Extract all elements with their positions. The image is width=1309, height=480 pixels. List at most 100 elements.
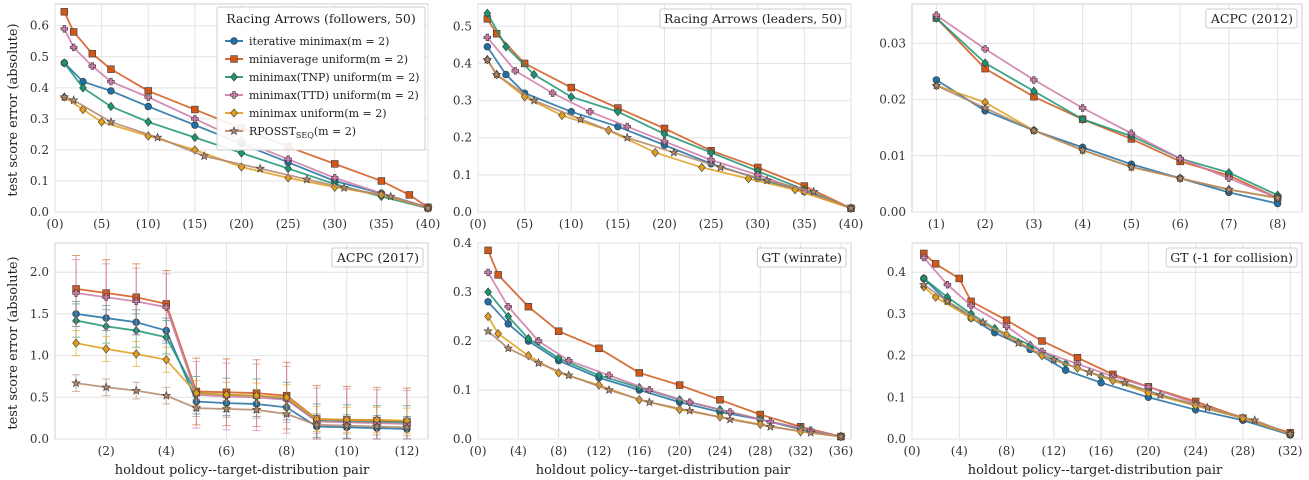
- data-point-rposst: [644, 397, 655, 407]
- x-tick-label: (5): [93, 217, 110, 231]
- data-point-rposst: [919, 279, 929, 289]
- x-tick-label: (20): [229, 217, 254, 231]
- data-point-rposst: [199, 151, 209, 161]
- series-line-rposst: [486, 59, 852, 210]
- y-tick-label: 0.2: [453, 334, 472, 348]
- panel-title-box: [659, 8, 847, 29]
- panel-5: (0) (4) (8) (12) (16) (20) (24) (28) (32) (36) 0.0…: [453, 236, 853, 458]
- data-point-rposst: [71, 378, 81, 388]
- panel-title: ACPC (2017): [336, 250, 419, 265]
- data-point-rposst: [942, 296, 953, 306]
- data-point-miniaverage: [520, 59, 529, 68]
- x-tick-label: (24): [1183, 444, 1208, 458]
- y-tick-label: 2.0: [30, 265, 49, 279]
- data-point-rposst: [161, 390, 172, 400]
- data-point-minimax: [282, 392, 291, 402]
- data-point-miniaverage: [494, 271, 502, 279]
- y-tick-label: 0.2: [30, 143, 49, 157]
- data-point-miniaverage: [107, 65, 115, 73]
- legend-label-ttd: minimax(TTD) uniform(m = 2): [249, 89, 419, 102]
- x-tick-label: (35): [369, 217, 394, 231]
- data-point-rposst: [372, 421, 382, 431]
- data-point-rposst: [423, 203, 433, 213]
- data-point-ttd: [511, 67, 520, 75]
- x-tick-label: (25): [276, 217, 301, 231]
- data-point-ttd: [645, 386, 654, 394]
- data-point-ttd: [920, 253, 928, 262]
- y-tick-label: 0.4: [887, 265, 906, 279]
- y-tick-label: 0.1: [453, 383, 472, 397]
- legend-marker-minimax: [230, 108, 238, 118]
- data-point-miniaverage: [931, 260, 940, 268]
- series-line-tnp: [486, 12, 852, 210]
- x-tick-label: (25): [699, 217, 724, 231]
- data-point-ttd: [191, 115, 199, 123]
- x-tick-label: (10): [334, 444, 359, 458]
- x-tick-label: (0): [470, 444, 487, 458]
- data-point-minimax: [494, 328, 502, 339]
- data-point-rposst: [482, 54, 493, 64]
- x-tick-label: (5): [1123, 217, 1140, 231]
- x-tick-label: (28): [748, 444, 773, 458]
- x-tick-label: (0): [470, 217, 487, 231]
- legend-label-iterative: iterative minimax(m = 2): [249, 35, 389, 48]
- legend-marker-miniaverage: [230, 55, 238, 63]
- panel-3: (1) (2) (3) (4) (5) (6) (7) (8) 0.00 0.01 0.02 0.03…: [879, 3, 1303, 231]
- data-point-ttd: [726, 408, 734, 416]
- x-tick-label: (28): [1231, 444, 1256, 458]
- y-tick-label: 0.2: [453, 131, 472, 145]
- data-point-iterative: [502, 70, 510, 79]
- data-point-ttd: [707, 156, 715, 164]
- data-point-tnp: [60, 58, 69, 68]
- data-point-rposst: [622, 132, 632, 142]
- data-point-rposst: [402, 422, 412, 432]
- data-point-miniaverage: [675, 381, 684, 389]
- y-tick-label: 0.4: [453, 236, 472, 250]
- data-point-ttd: [504, 302, 512, 311]
- data-point-miniaverage: [716, 396, 724, 404]
- data-point-tnp: [191, 132, 199, 143]
- data-point-miniaverage: [60, 8, 69, 16]
- legend-box: [216, 6, 426, 151]
- x-tick-label: (2): [98, 444, 115, 458]
- data-point-rposst: [1249, 415, 1260, 425]
- data-point-rposst: [529, 95, 539, 105]
- series-rposst: [482, 54, 856, 213]
- data-point-minimax: [162, 355, 171, 365]
- x-axis-label-3: holdout policy--target-distribution pair: [968, 463, 1223, 478]
- data-point-minimax: [97, 117, 106, 127]
- data-point-tnp: [284, 163, 292, 174]
- series-line-ttd: [935, 14, 1278, 199]
- y-tick-label: 1.0: [30, 349, 49, 363]
- data-point-tnp: [1030, 86, 1038, 96]
- x-tick-label: (20): [667, 444, 692, 458]
- y-tick-label: 0.2: [887, 349, 906, 363]
- data-point-iterative: [107, 87, 115, 95]
- panel-title: GT (-1 for collision): [1170, 250, 1293, 265]
- x-tick-label: (30): [745, 217, 770, 231]
- data-point-ttd: [484, 268, 492, 277]
- data-point-tnp: [524, 333, 533, 344]
- x-tick-label: (0): [47, 217, 64, 231]
- data-point-iterative: [484, 298, 492, 306]
- legend-label-minimax: minimax uniform(m = 2): [249, 107, 387, 120]
- data-point-rposst: [1084, 367, 1095, 377]
- data-point-iterative: [483, 43, 492, 51]
- y-tick-label: 0.5: [453, 19, 472, 33]
- y-tick-label: 0.3: [30, 112, 49, 126]
- panel-4: (2) (4) (6) (8) (10) (12) 0.0 0.5 1.0 1.5 2.0 ACPC …: [30, 242, 429, 458]
- data-point-rposst: [385, 191, 396, 201]
- series-rposst: [59, 92, 433, 213]
- panel-title-box: [1165, 247, 1298, 268]
- data-point-ttd: [72, 289, 80, 297]
- data-point-ttd: [60, 25, 69, 33]
- data-point-minimax: [192, 388, 201, 398]
- y-tick-label: 0.03: [879, 36, 906, 50]
- panel-title-box: [331, 247, 424, 268]
- data-point-minimax: [698, 162, 706, 173]
- data-point-ttd: [1127, 129, 1136, 137]
- panel-title-box: [1205, 8, 1298, 29]
- data-point-rposst: [805, 427, 816, 437]
- y-tick-label: 0.5: [30, 390, 49, 404]
- data-point-rposst: [339, 182, 349, 192]
